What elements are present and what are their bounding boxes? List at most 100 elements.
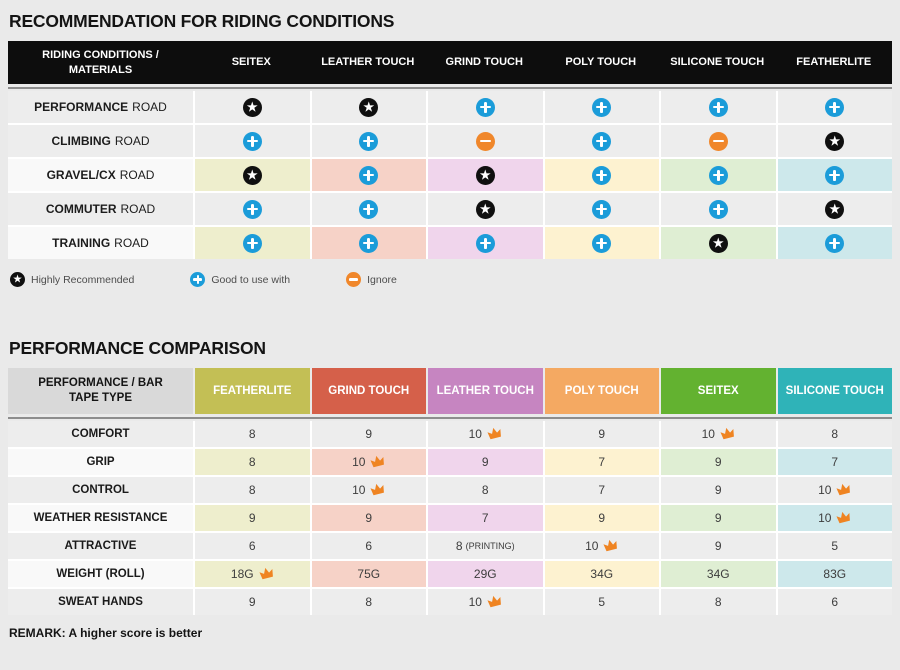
performance-value-cell: 8 bbox=[777, 421, 892, 447]
performance-comparison-title: PERFORMANCE COMPARISON bbox=[9, 338, 266, 358]
performance-table-rows: COMFORT 8 9 10 9 10 8 GRIP 8 10 9 7 9 7 CONTROL 8 10 8 7 9 1… bbox=[8, 421, 892, 615]
riding-mark-cell bbox=[195, 159, 310, 191]
performance-value-cell: 10 bbox=[661, 421, 776, 447]
performance-table-row: SWEAT HANDS 9 8 10 5 8 6 bbox=[8, 589, 892, 615]
performance-value-cell: 9 bbox=[428, 449, 543, 475]
riding-row-label: PERFORMANCE ROAD bbox=[8, 91, 193, 123]
remark-text: REMARK: A higher score is better bbox=[9, 626, 203, 640]
riding-table-row: COMMUTER ROAD bbox=[8, 193, 892, 225]
best-crown-icon bbox=[487, 595, 502, 607]
good-to-use-plus-icon bbox=[190, 272, 206, 287]
performance-header-divider bbox=[8, 417, 892, 419]
legend-item: Ignore bbox=[346, 272, 397, 287]
riding-column-header: FEATHERLITE bbox=[796, 56, 872, 69]
best-crown-icon bbox=[370, 455, 385, 467]
best-crown-icon bbox=[259, 567, 274, 579]
legend-item: Highly Recommended bbox=[10, 272, 134, 287]
performance-value: 34G bbox=[590, 567, 614, 581]
best-crown-icon bbox=[720, 427, 735, 439]
performance-value-cell: 10 bbox=[311, 477, 426, 503]
riding-mark-cell bbox=[311, 227, 426, 259]
riding-table-header-row: RIDING CONDITIONS / MATERIALS SEITEX LEAT… bbox=[8, 41, 892, 84]
performance-value-cell: 9 bbox=[544, 505, 659, 531]
good-to-use-plus-icon bbox=[825, 233, 845, 253]
riding-mark-cell bbox=[428, 125, 543, 157]
riding-table-rows: PERFORMANCEROADCLIMBINGROADGRAVEL/CXROAD… bbox=[8, 91, 892, 259]
highly-recommended-star-icon bbox=[475, 165, 495, 185]
riding-mark-cell bbox=[777, 159, 892, 191]
performance-value-cell: 6 bbox=[195, 533, 310, 559]
performance-value: 9 bbox=[714, 455, 722, 469]
riding-mark-cell bbox=[661, 159, 776, 191]
ignore-minus-icon bbox=[708, 131, 728, 151]
good-to-use-plus-icon bbox=[708, 165, 728, 185]
best-crown-icon bbox=[487, 427, 502, 439]
performance-row-label: ATTRACTIVE bbox=[8, 533, 193, 559]
riding-condition-name: COMMUTER bbox=[45, 202, 117, 216]
performance-value-cell: 9 bbox=[661, 477, 776, 503]
best-crown-icon bbox=[836, 511, 851, 523]
performance-value: 8 bbox=[714, 595, 722, 609]
performance-value-cell: 6 bbox=[311, 533, 426, 559]
riding-mark-cell bbox=[311, 159, 426, 191]
good-to-use-plus-icon bbox=[359, 131, 379, 151]
riding-row-label: COMMUTER ROAD bbox=[8, 193, 193, 225]
riding-mark-cell bbox=[311, 193, 426, 225]
performance-value-cell: 34G bbox=[544, 561, 659, 587]
performance-value: 9 bbox=[714, 539, 722, 553]
performance-value: 10 bbox=[352, 483, 366, 497]
riding-mark-cell bbox=[777, 125, 892, 157]
performance-table-header-row: PERFORMANCE / BAR TAPE TYPE FEATHERLITE G… bbox=[8, 368, 892, 414]
performance-value: 10 bbox=[468, 595, 482, 609]
performance-value-cell: 8 bbox=[311, 589, 426, 615]
performance-value-cell: 7 bbox=[544, 477, 659, 503]
performance-value-cell: 6 bbox=[777, 589, 892, 615]
riding-condition-name: GRAVEL/CX bbox=[46, 168, 116, 182]
performance-value: 9 bbox=[714, 511, 722, 525]
riding-table-row: GRAVEL/CX ROAD bbox=[8, 159, 892, 191]
performance-value: 10 bbox=[701, 427, 715, 441]
performance-value-cell: 8 bbox=[661, 589, 776, 615]
performance-value-cell: 75G bbox=[311, 561, 426, 587]
performance-value: 6 bbox=[831, 595, 839, 609]
performance-value-cell: 8 bbox=[195, 449, 310, 475]
performance-value: 29G bbox=[473, 567, 497, 581]
performance-value: 83G bbox=[823, 567, 847, 581]
riding-mark-cell bbox=[661, 91, 776, 123]
best-crown-icon bbox=[603, 539, 618, 551]
performance-value: 9 bbox=[481, 455, 489, 469]
performance-value: 9 bbox=[365, 511, 373, 525]
performance-value-cell: 83G bbox=[777, 561, 892, 587]
highly-recommended-star-icon bbox=[708, 233, 728, 253]
performance-value: 7 bbox=[598, 455, 606, 469]
riding-conditions-section: RECOMMENDATION FOR RIDING CONDITIONS RID… bbox=[0, 0, 900, 287]
performance-value: 18G bbox=[230, 567, 254, 581]
riding-condition-suffix: ROAD bbox=[120, 202, 156, 216]
riding-mark-cell bbox=[195, 125, 310, 157]
performance-table-row: ATTRACTIVE 6 6 8 (PRINTING) 10 9 5 bbox=[8, 533, 892, 559]
performance-table-row: WEATHER RESISTANCE 9 9 7 9 9 10 bbox=[8, 505, 892, 531]
performance-value: 6 bbox=[248, 539, 256, 553]
performance-column-header: SILICONE TOUCH bbox=[777, 368, 892, 414]
performance-value: 10 bbox=[818, 483, 832, 497]
good-to-use-plus-icon bbox=[242, 199, 262, 219]
riding-mark-cell bbox=[777, 227, 892, 259]
performance-column-header: GRIND TOUCH bbox=[311, 368, 426, 414]
riding-header-divider bbox=[8, 87, 892, 89]
riding-column-header: SEITEX bbox=[231, 56, 271, 69]
performance-value-cell: 8 bbox=[428, 477, 543, 503]
riding-mark-cell bbox=[428, 91, 543, 123]
good-to-use-plus-icon bbox=[825, 97, 845, 117]
highly-recommended-star-icon bbox=[475, 199, 495, 219]
performance-value-cell: 8 bbox=[195, 421, 310, 447]
highly-recommended-star-icon bbox=[825, 131, 845, 151]
riding-table-row: TRAINING ROAD bbox=[8, 227, 892, 259]
good-to-use-plus-icon bbox=[592, 131, 612, 151]
good-to-use-plus-icon bbox=[359, 165, 379, 185]
good-to-use-plus-icon bbox=[592, 233, 612, 253]
riding-mark-cell bbox=[195, 227, 310, 259]
performance-table-row: WEIGHT (ROLL) 18G 75G 29G 34G 34G 83G bbox=[8, 561, 892, 587]
performance-value-cell: 5 bbox=[777, 533, 892, 559]
performance-value-cell: 10 bbox=[428, 589, 543, 615]
riding-mark-cell bbox=[661, 227, 776, 259]
